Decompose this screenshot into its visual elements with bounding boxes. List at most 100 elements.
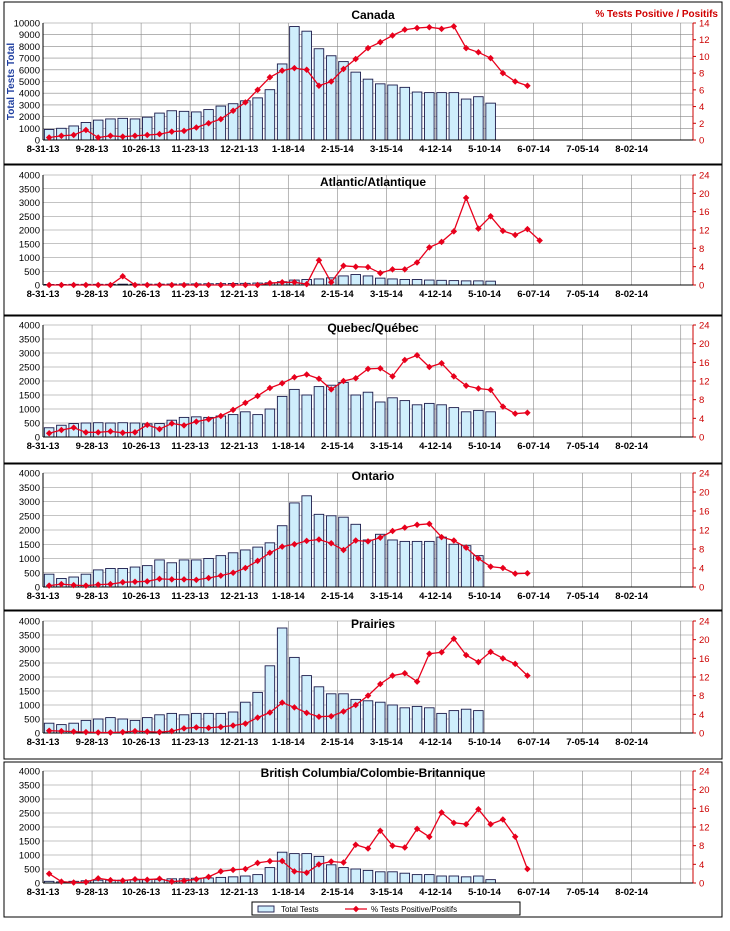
marker-pct-positive xyxy=(291,374,298,381)
y-tick-label: 7000 xyxy=(19,54,40,65)
x-tick-label: 7-05-14 xyxy=(566,737,599,748)
y2-tick-label: 8 xyxy=(699,691,704,702)
line-pct-positive xyxy=(49,523,528,587)
y2-tick-label: 8 xyxy=(699,841,704,852)
bar-total-tests xyxy=(448,710,460,734)
marker-pct-positive xyxy=(475,385,482,392)
bar-total-tests xyxy=(448,543,460,588)
bar-total-tests xyxy=(350,71,361,141)
bar-total-tests xyxy=(313,855,325,884)
marker-pct-positive xyxy=(168,128,176,135)
bar-total-tests xyxy=(252,97,263,141)
bar-total-tests xyxy=(264,89,276,141)
panel-frame xyxy=(3,315,723,464)
bar-total-tests xyxy=(448,280,460,286)
x-tick-label: 9-28-13 xyxy=(76,887,109,898)
bar-total-tests xyxy=(411,91,423,141)
line-pct-positive xyxy=(49,25,528,139)
bar-total-tests xyxy=(240,411,251,438)
marker-pct-positive xyxy=(511,570,519,577)
y-tick-label: 0 xyxy=(35,729,40,740)
bar-total-tests xyxy=(375,83,386,141)
y2-tick-label: 4 xyxy=(699,102,704,113)
y-tick-label: 3500 xyxy=(19,335,40,346)
bar-total-tests xyxy=(387,871,398,884)
bar-total-tests xyxy=(301,30,312,141)
x-tick-label: 1-18-14 xyxy=(272,887,305,898)
marker-pct-positive xyxy=(156,281,163,289)
marker-pct-positive xyxy=(438,809,445,816)
bar-total-tests xyxy=(460,876,472,884)
bar-total-tests xyxy=(473,280,484,286)
x-tick-label: 6-07-14 xyxy=(517,289,550,300)
y-tick-label: 2500 xyxy=(19,212,40,223)
marker-pct-positive xyxy=(389,672,396,679)
line-pct-positive xyxy=(49,637,528,734)
bar-total-tests xyxy=(424,874,435,884)
bar-total-tests xyxy=(362,78,374,141)
marker-pct-positive xyxy=(524,225,531,233)
y-tick-label: 1500 xyxy=(19,540,40,551)
bar-total-tests xyxy=(424,402,435,438)
marker-pct-positive xyxy=(70,424,77,431)
marker-pct-positive xyxy=(315,257,323,264)
marker-pct-positive xyxy=(352,374,359,382)
marker-pct-positive xyxy=(242,281,249,289)
marker-pct-positive xyxy=(499,564,507,572)
y2-tick-label: 8 xyxy=(699,244,704,255)
bar-total-tests xyxy=(424,279,435,286)
x-tick-label: 4-12-14 xyxy=(419,441,452,452)
marker-pct-positive xyxy=(377,38,384,46)
y-tick-label: 8000 xyxy=(19,42,40,53)
marker-pct-positive xyxy=(291,279,298,286)
y2-tick-label: 4 xyxy=(699,262,704,273)
marker-pct-positive xyxy=(315,861,323,868)
x-tick-label: 9-28-13 xyxy=(76,289,109,300)
bar-total-tests xyxy=(215,876,227,884)
marker-pct-positive xyxy=(327,78,335,85)
y-tick-label: 1000 xyxy=(19,405,40,416)
y-tick-label: 2000 xyxy=(19,673,40,684)
marker-pct-positive xyxy=(364,365,372,373)
y2-tick-label: 20 xyxy=(699,635,710,646)
bar-total-tests xyxy=(215,555,227,588)
x-tick-label: 7-05-14 xyxy=(566,289,599,300)
marker-pct-positive xyxy=(376,827,384,834)
marker-pct-positive xyxy=(511,833,519,841)
bar-total-tests xyxy=(264,867,276,884)
bar-total-tests xyxy=(166,562,178,588)
bar-total-tests xyxy=(264,542,276,588)
y2-tick-label: 12 xyxy=(699,823,710,834)
x-tick-label: 5-10-14 xyxy=(468,887,501,898)
chart-panel: 0100020003000400050006000700080009000100… xyxy=(3,1,723,165)
y-tick-label: 3500 xyxy=(19,631,40,642)
bar-total-tests xyxy=(240,100,251,141)
x-tick-label: 3-15-14 xyxy=(370,887,403,898)
bar-total-tests xyxy=(350,868,361,884)
y2-tick-label: 0 xyxy=(699,729,704,740)
y-tick-label: 3000 xyxy=(19,497,40,508)
y2-tick-label: 4 xyxy=(699,860,704,871)
y-tick-label: 1500 xyxy=(19,837,40,848)
bar-total-tests xyxy=(473,409,484,438)
x-tick-label: 8-02-14 xyxy=(615,144,648,155)
bar-total-tests xyxy=(473,96,484,141)
y-tick-label: 4000 xyxy=(19,469,40,480)
x-tick-label: 10-26-13 xyxy=(122,441,160,452)
bar-total-tests xyxy=(178,559,190,588)
y2-tick-label: 0 xyxy=(699,433,704,444)
marker-pct-positive xyxy=(94,429,102,436)
y-tick-label: 2500 xyxy=(19,659,40,670)
x-tick-label: 6-07-14 xyxy=(517,887,550,898)
bar-total-tests xyxy=(436,92,447,141)
x-tick-label: 2-15-14 xyxy=(321,591,354,602)
bar-total-tests xyxy=(338,381,349,438)
marker-pct-positive xyxy=(242,399,249,407)
x-tick-label: 4-12-14 xyxy=(419,144,452,155)
marker-pct-positive xyxy=(143,728,151,735)
marker-pct-positive xyxy=(426,363,433,371)
x-tick-label: 11-23-13 xyxy=(171,737,209,748)
bar-total-tests xyxy=(276,525,288,588)
x-tick-label: 10-26-13 xyxy=(122,289,160,300)
